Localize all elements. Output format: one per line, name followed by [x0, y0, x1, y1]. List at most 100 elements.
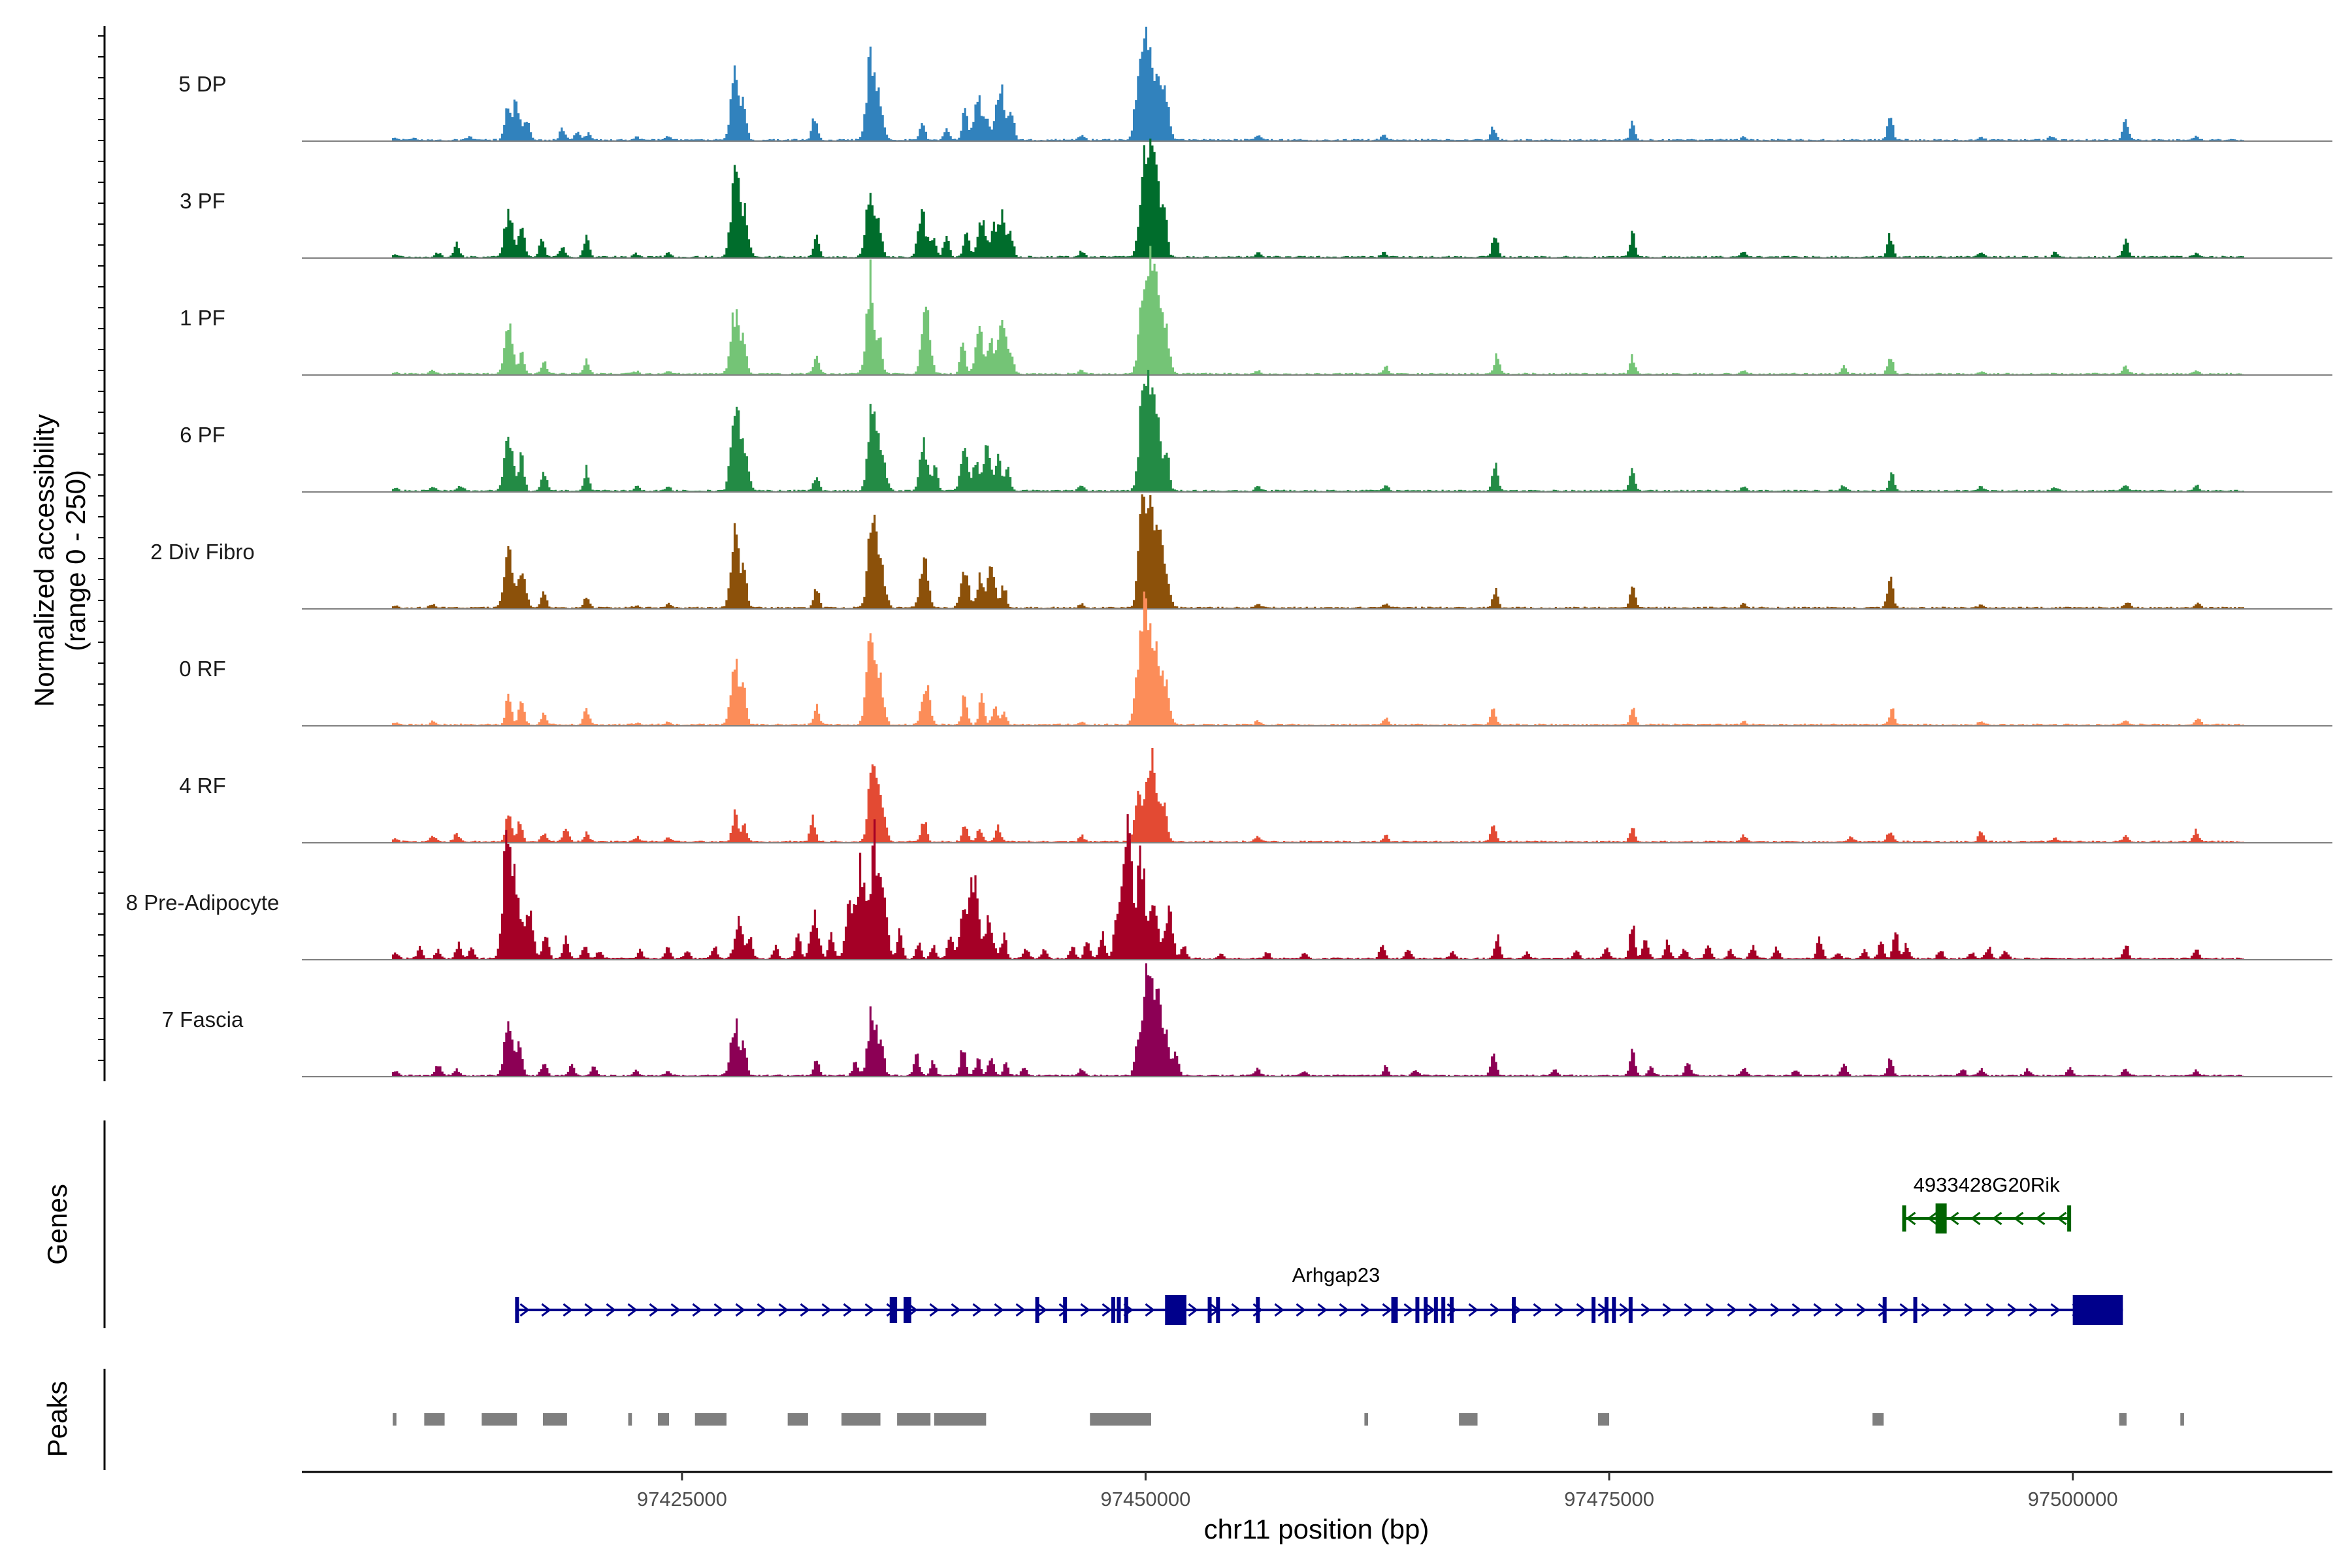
strand-arrow — [1058, 1303, 1069, 1317]
strand-arrow — [1576, 1303, 1586, 1317]
strand-arrow — [1015, 1303, 1026, 1317]
strand-arrow — [1985, 1303, 1996, 1317]
strand-arrow — [864, 1303, 875, 1317]
strand-arrow — [2050, 1303, 2061, 1317]
strand-arrow — [1770, 1303, 1780, 1317]
strand-arrow — [1231, 1303, 1241, 1317]
strand-arrow — [1403, 1303, 1414, 1317]
strand-arrow — [1317, 1303, 1328, 1317]
coverage-area — [392, 139, 2244, 258]
gene-exon — [1165, 1295, 1186, 1325]
strand-arrow — [627, 1303, 638, 1317]
strand-arrow — [1748, 1303, 1759, 1317]
track-label: 4 RF — [179, 774, 226, 798]
peak-region — [841, 1413, 881, 1426]
strand-arrow — [563, 1303, 573, 1317]
strand-arrow — [1382, 1303, 1392, 1317]
gene-exon — [1124, 1297, 1128, 1323]
strand-arrow — [1921, 1303, 1931, 1317]
gene-exon — [1117, 1297, 1121, 1323]
peak-region — [482, 1413, 517, 1426]
strand-arrow — [1360, 1303, 1371, 1317]
strand-arrow — [1970, 1211, 1981, 1226]
strand-arrow — [1080, 1303, 1090, 1317]
strand-arrow — [1791, 1303, 1802, 1317]
peak-region — [1459, 1413, 1478, 1426]
strand-arrow — [1102, 1303, 1112, 1317]
strand-arrow — [2014, 1211, 2024, 1226]
strand-arrow — [1927, 1211, 1938, 1226]
gene-exon — [1256, 1297, 1260, 1323]
strand-arrow — [1533, 1303, 1543, 1317]
strand-arrow — [1899, 1303, 1910, 1317]
gene-exon — [1449, 1297, 1454, 1323]
track-label: 3 PF — [180, 189, 225, 213]
strand-arrow — [994, 1303, 1004, 1317]
x-tick-label: 97475000 — [1564, 1488, 1654, 1511]
gene-exon — [1882, 1297, 1887, 1323]
strand-arrow — [1468, 1303, 1478, 1317]
strand-arrow — [821, 1303, 832, 1317]
strand-arrow — [1490, 1303, 1500, 1317]
peak-region — [1872, 1413, 1884, 1426]
strand-arrow — [843, 1303, 853, 1317]
strand-arrow — [1684, 1303, 1694, 1317]
strand-arrow — [1942, 1303, 1953, 1317]
gene-exon — [1913, 1297, 1918, 1323]
strand-arrow — [1964, 1303, 1974, 1317]
track-label: 0 RF — [179, 657, 226, 681]
strand-arrow — [670, 1303, 681, 1317]
x-axis: 97425000 97450000 97475000 97500000 — [302, 1471, 2332, 1511]
strand-arrow — [1705, 1303, 1716, 1317]
strand-arrow — [1906, 1211, 1916, 1226]
x-tick-label: 97450000 — [1100, 1488, 1190, 1511]
peak-region — [393, 1413, 397, 1426]
gene-label: Arhgap23 — [1292, 1264, 1380, 1286]
track-label: 5 DP — [178, 72, 226, 96]
strand-arrow — [2057, 1211, 2067, 1226]
strand-arrow — [519, 1303, 530, 1317]
peak-region — [542, 1413, 567, 1426]
strand-arrow — [2007, 1303, 2017, 1317]
strand-arrow — [1662, 1303, 1673, 1317]
peak-region — [1598, 1413, 1610, 1426]
peak-region — [628, 1413, 632, 1426]
coverage-area — [392, 814, 2244, 960]
strand-arrow — [2029, 1303, 2039, 1317]
coverage-area — [392, 591, 2244, 726]
strand-arrow — [1145, 1303, 1155, 1317]
y-axis-range-label: (range 0 - 250) — [60, 470, 91, 651]
gene-exon — [1207, 1297, 1212, 1323]
strand-arrow — [713, 1303, 724, 1317]
gene-exon — [1592, 1297, 1596, 1323]
x-axis-title: chr11 position (bp) — [1204, 1514, 1429, 1544]
gene-exon — [1441, 1297, 1446, 1323]
strand-arrow — [1188, 1303, 1198, 1317]
gene-exon — [515, 1297, 519, 1323]
strand-arrow — [1296, 1303, 1306, 1317]
track-label: 1 PF — [180, 306, 225, 330]
strand-arrow — [1949, 1211, 1959, 1226]
strand-arrow — [757, 1303, 767, 1317]
gene-exon — [889, 1297, 898, 1323]
strand-arrow — [1425, 1303, 1435, 1317]
strand-arrow — [929, 1303, 939, 1317]
gene-exon — [1424, 1297, 1428, 1323]
gene-exon — [1063, 1297, 1068, 1323]
track-label: 8 Pre-Adipocyte — [126, 890, 280, 915]
x-tick-label: 97500000 — [2028, 1488, 2118, 1511]
peak-region — [787, 1413, 808, 1426]
strand-arrow — [606, 1303, 616, 1317]
gene-exon — [1604, 1297, 1609, 1323]
gene-exon — [1415, 1297, 1420, 1323]
peak-region — [1090, 1413, 1151, 1426]
strand-arrow — [541, 1303, 551, 1317]
x-tick-label: 97425000 — [637, 1488, 727, 1511]
gene-annotation-panel: 4933428G20Rik Arhgap23 — [103, 1120, 2123, 1328]
peak-region — [897, 1413, 931, 1426]
coverage-area — [392, 370, 2244, 492]
strand-arrow — [1641, 1303, 1651, 1317]
coverage-area — [392, 494, 2244, 609]
track-label: 6 PF — [180, 423, 225, 447]
peaks-panel-label: Peaks — [42, 1381, 73, 1458]
